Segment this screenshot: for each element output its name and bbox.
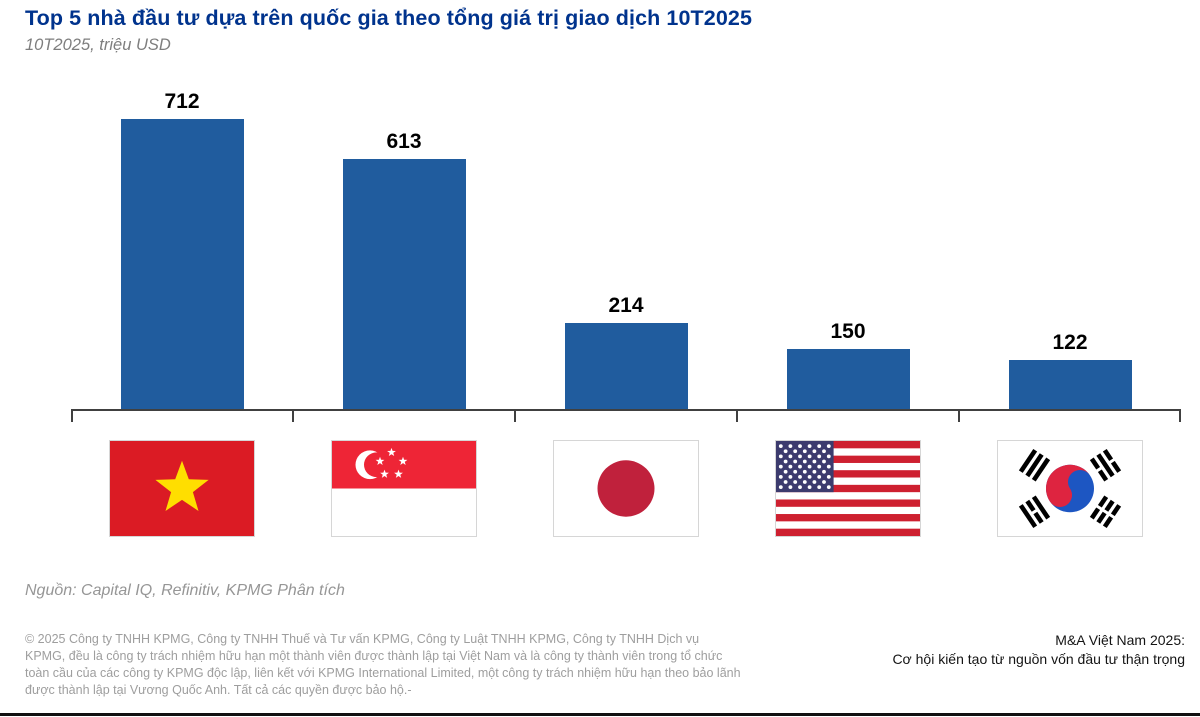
flag-cell-usa <box>737 440 959 537</box>
axis-tick <box>292 409 294 422</box>
flag-cell-vietnam <box>71 440 293 537</box>
bar-group-south-korea: 122 <box>959 84 1181 410</box>
bar-value-label: 150 <box>830 320 866 343</box>
flag-cell-singapore <box>293 440 515 537</box>
copyright-text: © 2025 Công ty TNHH KPMG, Công ty TNHH T… <box>25 631 755 699</box>
report-title-block: M&A Việt Nam 2025: Cơ hội kiến tạo từ ng… <box>765 631 1185 669</box>
bar-group-vietnam: 712 <box>71 84 293 410</box>
usa-flag-icon <box>775 440 921 537</box>
bar-value-label: 214 <box>608 294 644 317</box>
axis-tick <box>71 409 73 422</box>
bar-value-label: 613 <box>386 130 422 153</box>
bar-group-usa: 150 <box>737 84 959 410</box>
bar-value-label: 712 <box>164 90 200 113</box>
report-subtitle-line: Cơ hội kiến tạo từ nguồn vốn đầu tư thận… <box>892 651 1185 667</box>
x-axis-line <box>71 409 1181 411</box>
singapore-flag-icon <box>331 440 477 537</box>
axis-tick <box>1179 409 1181 422</box>
flag-cell-south-korea <box>959 440 1181 537</box>
bar-value-label: 122 <box>1052 331 1088 354</box>
report-title-line: M&A Việt Nam 2025: <box>1055 632 1185 648</box>
category-flags-row <box>71 440 1181 537</box>
x-axis <box>71 409 1181 422</box>
vietnam-flag-icon <box>109 440 255 537</box>
bar-usa <box>786 349 910 410</box>
bar-chart: 712 613 214 150 122 <box>71 84 1181 410</box>
bar-south-korea <box>1008 360 1132 410</box>
axis-tick <box>736 409 738 422</box>
page-title: Top 5 nhà đầu tư dựa trên quốc gia theo … <box>25 6 753 30</box>
bar-vietnam <box>120 119 244 410</box>
copyright-line: toàn cầu của các công ty KPMG độc lập, l… <box>25 666 741 680</box>
south-korea-flag-icon <box>997 440 1143 537</box>
bar-singapore <box>342 159 466 410</box>
japan-flag-icon <box>553 440 699 537</box>
copyright-line: KPMG, đều là công ty trách nhiệm hữu hạn… <box>25 649 723 663</box>
axis-tick <box>514 409 516 422</box>
source-note: Nguồn: Capital IQ, Refinitiv, KPMG Phân … <box>25 582 345 599</box>
flag-cell-japan <box>515 440 737 537</box>
bar-group-japan: 214 <box>515 84 737 410</box>
copyright-line: © 2025 Công ty TNHH KPMG, Công ty TNHH T… <box>25 632 700 646</box>
page-subtitle: 10T2025, triệu USD <box>25 36 171 54</box>
bar-japan <box>564 323 688 410</box>
bar-group-singapore: 613 <box>293 84 515 410</box>
copyright-line: được thành lập tại Vương Quốc Anh. Tất c… <box>25 683 412 697</box>
bottom-divider <box>0 713 1200 716</box>
axis-tick <box>958 409 960 422</box>
